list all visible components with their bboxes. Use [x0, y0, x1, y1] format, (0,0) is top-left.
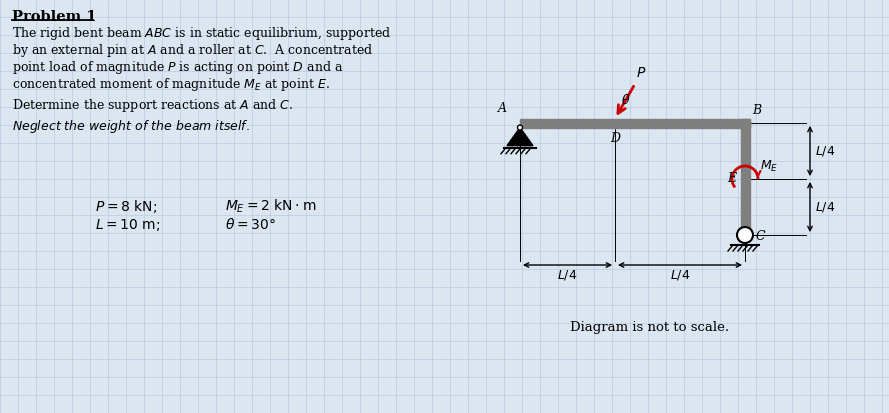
Polygon shape: [507, 128, 533, 146]
Circle shape: [737, 227, 753, 243]
Text: $P = 8\ \mathrm{kN};$: $P = 8\ \mathrm{kN};$: [95, 198, 157, 215]
Text: $M_E$: $M_E$: [760, 159, 778, 174]
Text: E: E: [727, 173, 736, 185]
Text: C: C: [756, 230, 765, 244]
Text: $L/4$: $L/4$: [669, 268, 690, 282]
Polygon shape: [520, 119, 749, 128]
Text: Determine the support reactions at $\mathit{A}$ and $\mathit{C}$.: Determine the support reactions at $\mat…: [12, 97, 293, 114]
Circle shape: [517, 125, 523, 130]
Text: $L = 10\ \mathrm{m};$: $L = 10\ \mathrm{m};$: [95, 217, 160, 233]
Text: $L/4$: $L/4$: [815, 200, 836, 214]
Text: $\mathit{Neglect\ the\ weight\ of\ the\ beam\ itself.}$: $\mathit{Neglect\ the\ weight\ of\ the\ …: [12, 118, 250, 135]
Text: concentrated moment of magnitude $\mathit{M_E}$ at point $\mathit{E}$.: concentrated moment of magnitude $\mathi…: [12, 76, 330, 93]
Text: $P$: $P$: [636, 66, 646, 80]
Polygon shape: [741, 119, 749, 235]
Text: $\theta = 30°$: $\theta = 30°$: [225, 217, 276, 232]
Text: $M_E = 2\ \mathrm{kN} \cdot \mathrm{m}$: $M_E = 2\ \mathrm{kN} \cdot \mathrm{m}$: [225, 198, 316, 216]
Text: point load of magnitude $\mathit{P}$ is acting on point $\mathit{D}$ and a: point load of magnitude $\mathit{P}$ is …: [12, 59, 343, 76]
Text: B: B: [752, 104, 761, 117]
Text: Problem 1: Problem 1: [12, 10, 97, 24]
Text: by an external pin at $\mathit{A}$ and a roller at $\mathit{C}$.  A concentrated: by an external pin at $\mathit{A}$ and a…: [12, 42, 373, 59]
Text: $L/4$: $L/4$: [557, 268, 578, 282]
Text: $L/4$: $L/4$: [815, 144, 836, 158]
Text: A: A: [498, 102, 507, 115]
Text: D: D: [610, 131, 620, 145]
Text: $\theta$: $\theta$: [621, 93, 630, 107]
Text: The rigid bent beam $\mathit{ABC}$ is in static equilibrium, supported: The rigid bent beam $\mathit{ABC}$ is in…: [12, 25, 391, 42]
Text: Diagram is not to scale.: Diagram is not to scale.: [571, 321, 730, 334]
